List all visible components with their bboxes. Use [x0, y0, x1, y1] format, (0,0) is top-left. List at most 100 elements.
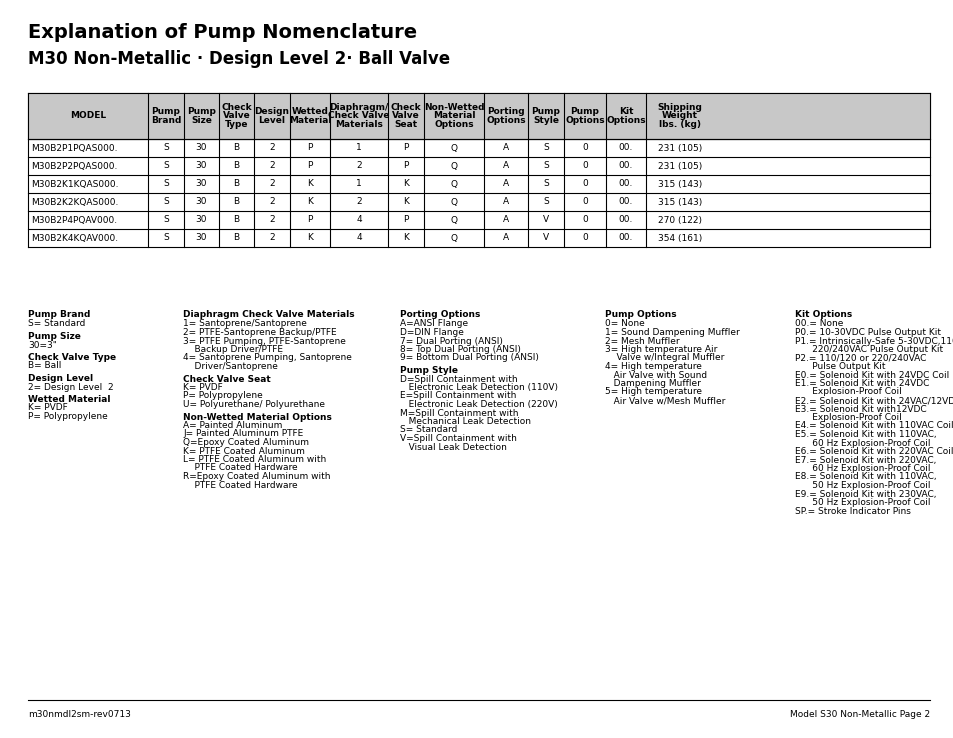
- Text: 4: 4: [355, 233, 361, 243]
- Text: E1.= Solenoid Kit with 24VDC: E1.= Solenoid Kit with 24VDC: [794, 379, 928, 388]
- Text: 60 Hz Explosion-Proof Coil: 60 Hz Explosion-Proof Coil: [794, 464, 929, 473]
- Text: Pump Options: Pump Options: [604, 310, 676, 319]
- Text: 0= None: 0= None: [604, 320, 644, 328]
- Text: 30=3": 30=3": [28, 340, 57, 350]
- Text: Kit Options: Kit Options: [794, 310, 851, 319]
- Text: lbs. (kg): lbs. (kg): [659, 120, 700, 129]
- Text: 315 (143): 315 (143): [658, 198, 701, 207]
- Text: K: K: [402, 233, 409, 243]
- Text: Visual Leak Detection: Visual Leak Detection: [399, 443, 506, 452]
- Text: PTFE Coated Hardware: PTFE Coated Hardware: [183, 480, 297, 489]
- Text: B: B: [233, 215, 239, 224]
- Text: 0: 0: [581, 143, 587, 153]
- Text: S: S: [542, 162, 548, 170]
- Text: K: K: [402, 179, 409, 188]
- Text: Q: Q: [450, 215, 457, 224]
- Text: 4: 4: [355, 215, 361, 224]
- Text: Size: Size: [191, 116, 212, 125]
- Text: 3= PTFE Pumping, PTFE-Santoprene: 3= PTFE Pumping, PTFE-Santoprene: [183, 337, 346, 345]
- Text: A: A: [502, 162, 509, 170]
- Text: 2= Mesh Muffler: 2= Mesh Muffler: [604, 337, 679, 345]
- Text: Valve: Valve: [392, 111, 419, 120]
- Text: Diaphragm/: Diaphragm/: [329, 103, 388, 112]
- Text: 2: 2: [269, 215, 274, 224]
- Text: Q=Epoxy Coated Aluminum: Q=Epoxy Coated Aluminum: [183, 438, 309, 447]
- Text: P: P: [403, 215, 408, 224]
- Text: Check Valve Seat: Check Valve Seat: [183, 374, 271, 384]
- Text: R=Epoxy Coated Aluminum with: R=Epoxy Coated Aluminum with: [183, 472, 330, 481]
- Text: B= Ball: B= Ball: [28, 362, 61, 370]
- Text: A: A: [502, 215, 509, 224]
- Text: Design: Design: [254, 107, 289, 117]
- Text: Kit: Kit: [618, 107, 633, 117]
- Text: Air Valve with Sound: Air Valve with Sound: [604, 370, 706, 379]
- Text: B: B: [233, 233, 239, 243]
- Text: Check: Check: [391, 103, 421, 112]
- Text: S: S: [542, 143, 548, 153]
- Text: M30B2P2PQAS000.: M30B2P2PQAS000.: [30, 162, 117, 170]
- Text: K= PTFE Coated Aluminum: K= PTFE Coated Aluminum: [183, 446, 305, 455]
- Text: 60 Hz Explosion-Proof Coil: 60 Hz Explosion-Proof Coil: [794, 438, 929, 447]
- Text: B: B: [233, 179, 239, 188]
- Text: P: P: [307, 143, 313, 153]
- Text: Electronic Leak Detection (110V): Electronic Leak Detection (110V): [399, 383, 558, 392]
- Text: Shipping: Shipping: [657, 103, 701, 112]
- Text: 00.: 00.: [618, 198, 633, 207]
- Text: Dampening Muffler: Dampening Muffler: [604, 379, 700, 388]
- Text: SP.= Stroke Indicator Pins: SP.= Stroke Indicator Pins: [794, 506, 910, 516]
- Text: D=DIN Flange: D=DIN Flange: [399, 328, 463, 337]
- Text: M30B2K1KQAS000.: M30B2K1KQAS000.: [30, 179, 118, 188]
- Text: 30: 30: [195, 179, 207, 188]
- Text: P= Polypropylene: P= Polypropylene: [183, 391, 262, 401]
- Text: S: S: [163, 233, 169, 243]
- Text: 00.: 00.: [618, 143, 633, 153]
- Text: 4= Santoprene Pumping, Santoprene: 4= Santoprene Pumping, Santoprene: [183, 354, 352, 362]
- Text: Design Level: Design Level: [28, 374, 93, 383]
- Text: Pump: Pump: [531, 107, 559, 117]
- Text: Options: Options: [486, 116, 525, 125]
- Text: Pump: Pump: [570, 107, 598, 117]
- Text: Wetted Material: Wetted Material: [28, 395, 111, 404]
- Text: 30: 30: [195, 198, 207, 207]
- Text: A= Painted Aluminum: A= Painted Aluminum: [183, 421, 282, 430]
- Text: Explosion-Proof Coil: Explosion-Proof Coil: [794, 413, 901, 422]
- Text: E2.= Solenoid Kit with 24VAC/12VDC Coil: E2.= Solenoid Kit with 24VAC/12VDC Coil: [794, 396, 953, 405]
- Text: 50 Hz Explosion-Proof Coil: 50 Hz Explosion-Proof Coil: [794, 481, 929, 490]
- Text: Q: Q: [450, 179, 457, 188]
- Text: U= Polyurethane/ Polyurethane: U= Polyurethane/ Polyurethane: [183, 400, 325, 409]
- Text: 7= Dual Porting (ANSI): 7= Dual Porting (ANSI): [399, 337, 502, 345]
- Text: Air Valve w/Mesh Muffler: Air Valve w/Mesh Muffler: [604, 396, 724, 405]
- Text: 1: 1: [355, 143, 361, 153]
- Text: Check Valve: Check Valve: [328, 111, 390, 120]
- Text: Q: Q: [450, 198, 457, 207]
- Text: Level: Level: [258, 116, 285, 125]
- Text: 0: 0: [581, 233, 587, 243]
- Text: 231 (105): 231 (105): [658, 162, 701, 170]
- Text: A: A: [502, 233, 509, 243]
- Text: 30: 30: [195, 143, 207, 153]
- Text: P: P: [403, 162, 408, 170]
- Text: 2: 2: [269, 162, 274, 170]
- Text: Options: Options: [434, 120, 474, 129]
- Text: Weight: Weight: [661, 111, 698, 120]
- Text: M=Spill Containment with: M=Spill Containment with: [399, 409, 518, 418]
- Text: K: K: [402, 198, 409, 207]
- Text: P0.= 10-30VDC Pulse Output Kit: P0.= 10-30VDC Pulse Output Kit: [794, 328, 940, 337]
- Text: 1= Sound Dampening Muffler: 1= Sound Dampening Muffler: [604, 328, 739, 337]
- Text: 1= Santoprene/Santoprene: 1= Santoprene/Santoprene: [183, 320, 307, 328]
- Text: B: B: [233, 198, 239, 207]
- Text: S: S: [163, 179, 169, 188]
- Text: Q: Q: [450, 162, 457, 170]
- Text: E3.= Solenoid Kit with12VDC: E3.= Solenoid Kit with12VDC: [794, 404, 925, 413]
- Text: K: K: [307, 179, 313, 188]
- Text: A: A: [502, 179, 509, 188]
- Text: P: P: [307, 215, 313, 224]
- Text: 270 (122): 270 (122): [658, 215, 701, 224]
- Text: A=ANSI Flange: A=ANSI Flange: [399, 320, 468, 328]
- Text: M30B2K4KQAV000.: M30B2K4KQAV000.: [30, 233, 118, 243]
- Text: S= Standard: S= Standard: [399, 426, 456, 435]
- Text: 30: 30: [195, 233, 207, 243]
- Text: Material: Material: [289, 116, 331, 125]
- Text: E0.= Solenoid Kit with 24VDC Coil: E0.= Solenoid Kit with 24VDC Coil: [794, 370, 948, 379]
- Text: Pump: Pump: [152, 107, 180, 117]
